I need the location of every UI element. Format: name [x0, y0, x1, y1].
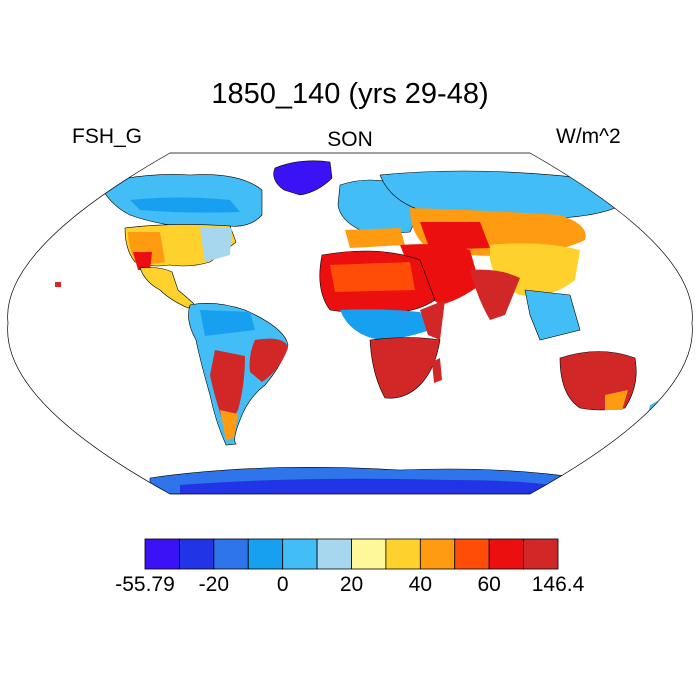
australia-southeast-region	[605, 390, 628, 410]
africa-south-region	[369, 337, 441, 399]
greenland-region	[273, 160, 333, 196]
season-label: SON	[327, 128, 373, 151]
colorbar-swatch	[179, 538, 215, 570]
variable-label: FSH_G	[72, 125, 143, 148]
colorbar-swatch	[419, 538, 456, 570]
colorbar-swatch	[247, 538, 284, 570]
brazil-east-region	[249, 338, 288, 382]
map-border	[7, 152, 693, 495]
colorbar-swatch	[282, 538, 318, 570]
patagonia-region	[220, 410, 238, 440]
east-africa-region	[420, 300, 445, 340]
usa-east-region	[200, 228, 232, 262]
colorbar-tick-label: -55.79	[115, 573, 175, 596]
units-label: W/m^2	[556, 125, 621, 148]
europe-south-region	[345, 228, 405, 248]
colorbar-swatch	[351, 538, 387, 570]
colorbar-tick-label: 40	[408, 573, 432, 596]
colorbar-swatch	[213, 538, 249, 570]
central-asia-hot-region	[420, 222, 490, 250]
southeast-asia-region	[524, 289, 581, 341]
map-title: 1850_140 (yrs 29-48)	[211, 78, 489, 110]
colorbar-tick-label: -20	[198, 573, 229, 596]
africa-central-region	[340, 309, 430, 340]
colorbar-swatch	[523, 538, 559, 570]
antarctica-interior-region	[180, 478, 570, 494]
colorbar-tick-label: 146.4	[531, 573, 585, 596]
amazon-region	[200, 310, 255, 336]
colorbar-tick-label: 20	[339, 573, 364, 596]
middle-east-region	[400, 244, 480, 305]
colorbar-swatch	[488, 538, 524, 570]
india-region	[470, 269, 520, 320]
madagascar-region	[432, 358, 442, 383]
south-america-south-region	[210, 350, 245, 430]
hawaii-region	[55, 282, 61, 287]
colorbar-swatch	[454, 538, 490, 570]
canada-band-region	[130, 197, 240, 213]
colorbar-swatch	[385, 538, 421, 570]
usa-southwest-region	[133, 252, 152, 270]
colorbar-swatch	[316, 538, 352, 570]
colorbar-swatch	[144, 538, 180, 570]
sahara-region	[330, 262, 415, 292]
colorbar-tick-label: 60	[477, 573, 501, 596]
colorbar-tick-label: 0	[276, 573, 289, 596]
